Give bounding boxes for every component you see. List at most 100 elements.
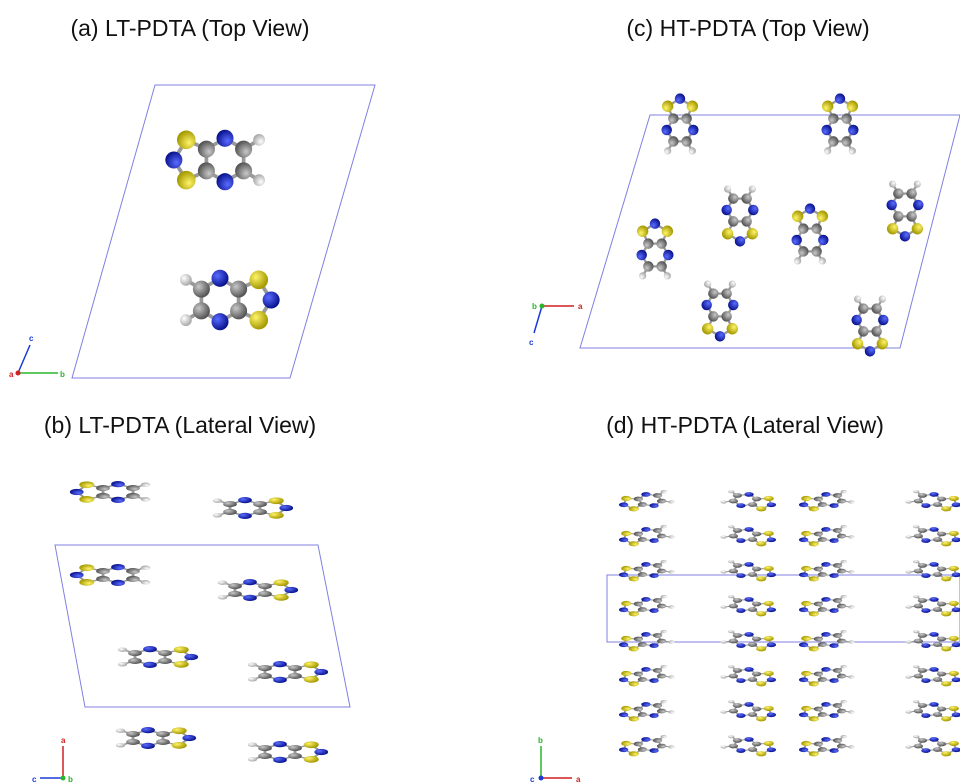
unit-cell [607, 575, 960, 642]
atom [947, 670, 960, 677]
atom [947, 705, 960, 712]
molecule [70, 481, 150, 503]
atom [213, 513, 223, 517]
atom [841, 136, 851, 146]
atom [847, 710, 855, 714]
atom [216, 173, 233, 190]
atom [156, 739, 170, 745]
atom [728, 300, 738, 310]
axis-triad: b a c [530, 736, 581, 784]
axis-label: b [538, 736, 543, 745]
panel-title: (c) HT-PDTA (Top View) [626, 15, 869, 41]
atom [643, 238, 653, 248]
axis-origin [539, 776, 544, 781]
atom [817, 211, 828, 222]
molecule [794, 558, 857, 583]
atom [821, 125, 831, 135]
atom [216, 130, 233, 147]
molecule [721, 185, 758, 246]
atom [762, 600, 775, 607]
molecule [719, 628, 782, 653]
atom [158, 650, 172, 656]
atom [762, 565, 775, 572]
molecule [794, 523, 857, 548]
atom [182, 735, 196, 741]
atom [886, 200, 896, 210]
atom [852, 338, 863, 349]
atom [174, 646, 189, 653]
molecule [904, 593, 960, 618]
atom [180, 274, 192, 286]
panel-title: (b) LT-PDTA (Lateral View) [44, 412, 316, 438]
atom [877, 338, 888, 349]
molecule [904, 558, 960, 583]
atom [721, 205, 731, 215]
atom [887, 223, 898, 234]
unit-cell [72, 85, 375, 378]
molecule [218, 579, 298, 601]
atom [141, 566, 151, 570]
molecule [614, 663, 677, 688]
atom [800, 740, 813, 747]
atom [668, 136, 678, 146]
atom [273, 677, 287, 683]
axis-triad: a c b [32, 736, 73, 784]
axis-label: c [32, 775, 37, 784]
atom [735, 236, 745, 246]
atom [156, 731, 170, 737]
axis-label: b [60, 370, 65, 379]
axis-label: c [29, 334, 34, 343]
atom [701, 300, 711, 310]
atom [126, 731, 140, 737]
atom [871, 326, 881, 336]
atom [284, 587, 298, 593]
atom [96, 485, 110, 491]
atom [184, 654, 198, 660]
atom [116, 743, 126, 747]
atom [111, 497, 125, 503]
atom [141, 743, 155, 749]
atom [198, 141, 215, 158]
atom [620, 600, 633, 607]
atom [165, 151, 182, 168]
atom [762, 530, 775, 537]
atom [687, 101, 698, 112]
atom [900, 231, 910, 241]
atom [847, 101, 858, 112]
atom [96, 568, 110, 574]
atom [947, 530, 960, 537]
atom [729, 280, 736, 287]
atom [847, 570, 855, 574]
atom [116, 729, 126, 733]
atom [158, 658, 172, 664]
atom [248, 663, 258, 667]
atom [650, 218, 660, 228]
molecule [614, 733, 677, 758]
atom [878, 315, 888, 325]
atom [218, 581, 228, 585]
atom [248, 743, 258, 747]
axis-label: b [532, 302, 537, 311]
atom [213, 499, 223, 503]
atom [728, 193, 738, 203]
axis-label: c [529, 338, 534, 347]
atom [681, 113, 691, 123]
atom [248, 757, 258, 761]
atom [721, 288, 731, 298]
atom [288, 673, 302, 679]
atom [211, 270, 228, 287]
atom [912, 223, 923, 234]
atom [851, 315, 861, 325]
atom [906, 211, 916, 221]
panel-title: (d) HT-PDTA (Lateral View) [606, 412, 884, 438]
atom [818, 235, 828, 245]
atom [762, 670, 775, 677]
atom [947, 635, 960, 642]
atom [720, 745, 728, 749]
molecule [614, 488, 677, 513]
atom [243, 579, 257, 585]
atom [238, 513, 252, 519]
atom [128, 650, 142, 656]
atom [258, 745, 272, 751]
molecule [719, 698, 782, 723]
